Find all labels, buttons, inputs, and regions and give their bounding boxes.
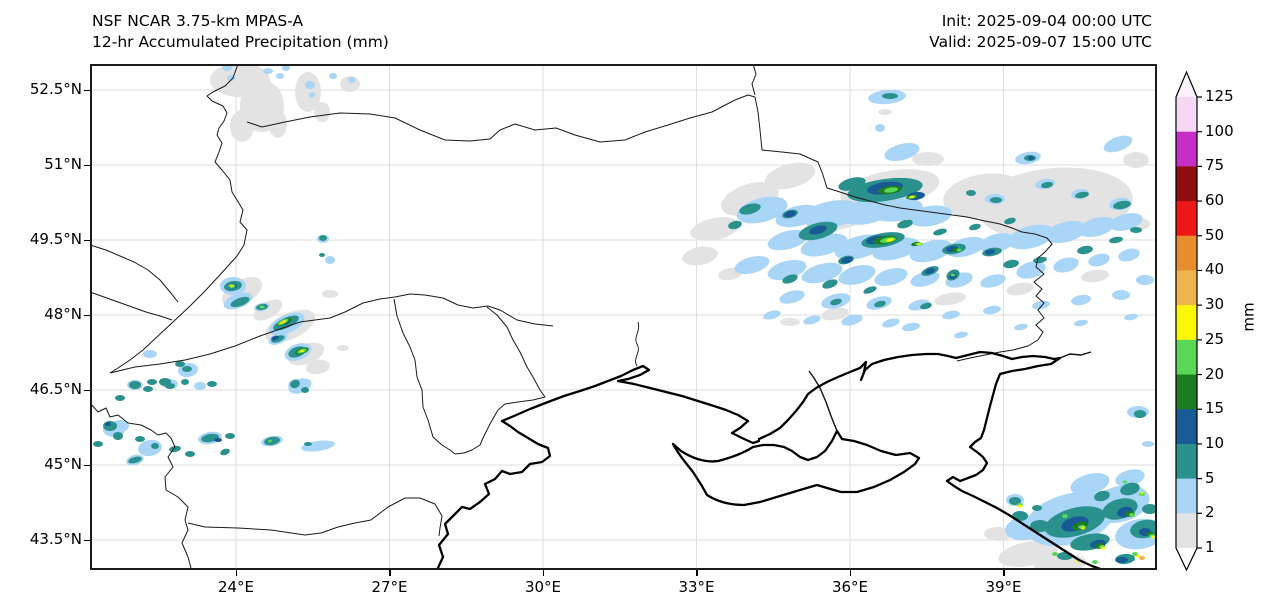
x-tick-mark <box>1003 570 1005 576</box>
colorbar-segment <box>1176 339 1197 376</box>
plot-border <box>90 64 1157 570</box>
x-tick-mark <box>235 570 237 576</box>
colorbar-tick-label: 2 <box>1205 503 1215 522</box>
x-tick-mark <box>696 570 698 576</box>
y-tick-label: 46.5°N <box>29 380 82 398</box>
colorbar-segment <box>1176 305 1197 341</box>
colorbar-tick-label: 20 <box>1205 364 1225 383</box>
colorbar <box>1175 70 1202 572</box>
colorbar-tick-label: 75 <box>1205 156 1225 175</box>
colorbar-under-arrow <box>1176 548 1197 570</box>
y-tick-label: 48°N <box>44 305 82 323</box>
precipitation-field <box>93 64 1157 570</box>
colorbar-segment <box>1176 270 1197 306</box>
colorbar-segment <box>1176 374 1197 410</box>
colorbar-over-arrow <box>1176 72 1197 97</box>
x-tick-label: 30°E <box>524 578 562 596</box>
x-tick-mark <box>849 570 851 576</box>
colorbar-tick-label: 50 <box>1205 225 1225 244</box>
colorbar-segment <box>1176 478 1197 514</box>
colorbar-segment <box>1176 513 1197 549</box>
colorbar-segment <box>1176 131 1197 167</box>
y-tick-mark <box>84 389 90 391</box>
precip-level-t <box>93 93 1157 565</box>
x-tick-label: 27°E <box>371 578 408 596</box>
x-tick-label: 33°E <box>678 578 715 596</box>
colorbar-tick-label: 30 <box>1205 295 1225 314</box>
colorbar-tick-label: 100 <box>1205 121 1234 140</box>
colorbar-unit-label: mm <box>1239 302 1258 332</box>
colorbar-segment <box>1176 97 1197 133</box>
precip-level-b1 <box>103 65 1157 550</box>
colorbar-tick-label: 15 <box>1205 399 1225 418</box>
title-line-2: 12-hr Accumulated Precipitation (mm) <box>92 33 389 51</box>
plot-title: NSF NCAR 3.75-km MPAS-A 12-hr Accumulate… <box>92 11 389 53</box>
y-tick-mark <box>84 539 90 541</box>
precip-level-o <box>280 321 1145 560</box>
y-tick-label: 51°N <box>44 155 82 173</box>
y-tick-mark <box>84 89 90 91</box>
init-time: Init: 2025-09-04 00:00 UTC <box>941 12 1152 30</box>
colorbar-tick-label: 1 <box>1205 538 1215 556</box>
precip-level-g <box>210 64 1150 570</box>
y-tick-label: 45°N <box>44 455 82 473</box>
colorbar-segment <box>1176 235 1197 271</box>
colorbar-segment <box>1176 443 1197 480</box>
x-tick-mark <box>542 570 544 576</box>
map-svg <box>90 64 1157 570</box>
country-borders <box>90 64 1053 569</box>
colorbar-tick-label: 40 <box>1205 260 1225 279</box>
y-tick-label: 49.5°N <box>29 230 82 248</box>
y-tick-label: 52.5°N <box>29 80 82 98</box>
y-tick-mark <box>84 314 90 316</box>
colorbar-tick-label: 5 <box>1205 468 1215 487</box>
x-tick-mark <box>389 570 391 576</box>
map-plot <box>90 64 1157 570</box>
colorbar-segment <box>1176 409 1197 445</box>
colorbar-tick-label: 60 <box>1205 191 1225 210</box>
y-tick-mark <box>84 164 90 166</box>
y-tick-mark <box>84 464 90 466</box>
rivers <box>635 321 1092 432</box>
colorbar-tick-label: 125 <box>1205 87 1234 105</box>
x-tick-label: 24°E <box>217 578 255 596</box>
y-tick-label: 43.5°N <box>29 530 82 548</box>
colorbar-segment <box>1176 201 1197 237</box>
title-line-1: NSF NCAR 3.75-km MPAS-A <box>92 12 304 30</box>
colorbar-segment <box>1176 166 1197 202</box>
valid-time: Valid: 2025-09-07 15:00 UTC <box>929 33 1152 51</box>
x-tick-label: 36°E <box>831 578 869 596</box>
x-tick-label: 39°E <box>985 578 1022 596</box>
init-valid-block: Init: 2025-09-04 00:00 UTC Valid: 2025-0… <box>929 11 1152 53</box>
colorbar-tick-label: 10 <box>1205 433 1225 452</box>
precip-level-y <box>230 195 1155 563</box>
y-tick-mark <box>84 239 90 241</box>
colorbar-tick-label: 25 <box>1205 329 1225 348</box>
coastline <box>435 350 1105 570</box>
